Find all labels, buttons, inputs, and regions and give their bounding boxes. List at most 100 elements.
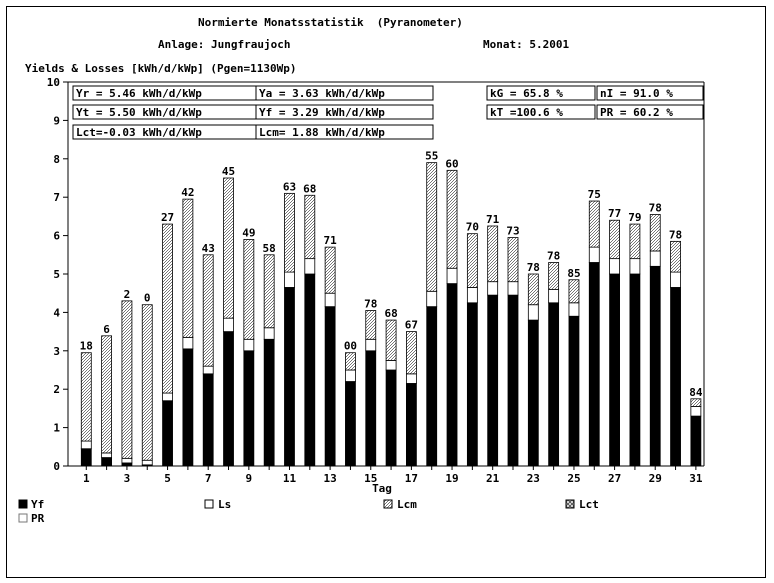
pr-value-label: 78 <box>547 249 560 262</box>
bar-segment-yf <box>202 373 214 467</box>
bar-segment-lcm <box>548 262 560 290</box>
bar-segment-ls <box>527 304 539 321</box>
bar-segment-ls <box>80 440 92 450</box>
bar-segment-ls <box>324 292 336 308</box>
y-tick-label: 1 <box>53 422 60 435</box>
pr-value-label: 0 <box>144 292 151 305</box>
bar-segment-ls <box>385 359 397 371</box>
bar-segment-yf <box>243 350 255 467</box>
bar-segment-lcm <box>345 352 356 371</box>
bar-segment-ls <box>304 258 316 275</box>
bar-segment-lcm <box>182 198 194 338</box>
stats-boxes: Yr = 5.46 kWh/d/kWp Ya = 3.63 kWh/d/kWp … <box>72 85 704 140</box>
bar-segment-ls <box>345 369 356 382</box>
y-tick-label: 6 <box>53 230 60 243</box>
legend-label-ls: Ls <box>218 498 231 511</box>
bar-segment-lcm <box>426 162 438 292</box>
bar-segment-ls <box>649 250 661 267</box>
y-tick-label: 5 <box>53 268 60 281</box>
bar-segment-yf <box>162 400 173 467</box>
bar-segment-yf <box>507 294 519 467</box>
stat-box-kt <box>486 104 596 120</box>
report-frame <box>6 6 766 578</box>
bar-segment-ls <box>466 287 478 304</box>
bar-segment-ls <box>588 246 600 263</box>
bar-segment-yf <box>263 338 275 467</box>
bar-segment-ls <box>263 327 275 340</box>
y-tick-label: 9 <box>53 114 60 127</box>
pr-value-label: 78 <box>669 228 682 241</box>
bar-segment-yf <box>324 306 336 467</box>
legend: Yf Ls Lcm Lct PR <box>18 498 599 525</box>
bar-segment-lcm <box>568 279 580 304</box>
pr-value-label: 6 <box>103 323 110 336</box>
bar-segment-yf <box>426 306 438 467</box>
bar-segment-lcm <box>202 254 214 367</box>
bar-segment-yf <box>80 448 92 467</box>
pr-value-label: 49 <box>242 226 255 239</box>
x-tick-label: 31 <box>689 472 703 485</box>
bar-segment-yf <box>609 273 620 467</box>
plant-name: Anlage: Jungfraujoch <box>158 38 291 51</box>
x-tick-label: 21 <box>486 472 500 485</box>
stat-box-yf <box>255 104 434 120</box>
pr-value-label: 18 <box>80 340 93 353</box>
y-tick-label: 8 <box>53 153 60 166</box>
bar-segment-yf <box>345 381 356 467</box>
pr-value-label: 42 <box>181 186 194 199</box>
y-tick-label: 10 <box>47 76 60 89</box>
pr-value-label: 71 <box>323 234 337 247</box>
y-tick-label: 4 <box>53 306 60 319</box>
bar-segment-ls <box>487 281 499 296</box>
stat-ni: nI = 91.0 % <box>600 87 673 100</box>
pr-value-label: 77 <box>608 207 621 220</box>
legend-swatch-lcm <box>383 499 393 509</box>
bar-segment-lcm <box>446 169 458 269</box>
bar-segment-ls <box>426 290 438 308</box>
x-tick-label: 11 <box>283 472 297 485</box>
x-tick-label: 3 <box>124 472 131 485</box>
pr-value-label: 84 <box>689 386 703 399</box>
report-title: Normierte Monatsstatistik (Pyranometer) <box>198 16 463 29</box>
stat-yr: Yr = 5.46 kWh/d/kWp <box>76 87 202 100</box>
bar-segment-lcm <box>141 304 153 461</box>
bar-segment-ls <box>629 258 641 275</box>
bar-segment-yf <box>446 283 458 467</box>
bar-segment-ls <box>670 271 681 288</box>
pr-value-label: 85 <box>567 267 580 280</box>
stat-box-lcm <box>255 124 434 140</box>
bar-segment-yf <box>670 287 681 467</box>
bar-segment-ls <box>202 365 214 375</box>
legend-label-pr: PR <box>31 512 45 525</box>
bar-segment-yf <box>304 273 316 467</box>
x-tick-label: 7 <box>205 472 212 485</box>
legend-label-lct: Lct <box>579 498 599 511</box>
pr-value-label: 67 <box>405 319 418 332</box>
bar-segment-yf <box>466 302 478 467</box>
legend-swatch-ls <box>204 499 214 509</box>
stat-pr: PR = 60.2 % <box>600 106 673 119</box>
bar-segment-yf <box>568 315 580 467</box>
bar-segment-ls <box>162 392 173 402</box>
bar-segment-yf <box>365 350 377 467</box>
month-label: Monat: 5.2001 <box>483 38 570 51</box>
bar-segment-yf <box>548 302 560 467</box>
bar-segment-lcm <box>121 300 133 459</box>
pr-value-label: 75 <box>588 188 601 201</box>
x-tick-label: 15 <box>364 472 377 485</box>
bar-segment-lcm <box>629 223 641 260</box>
legend-label-lcm: Lcm <box>397 498 417 511</box>
pr-value-label: 73 <box>506 225 519 238</box>
stat-box-pr <box>596 104 704 120</box>
x-tick-label: 9 <box>246 472 253 485</box>
legend-swatch-lct <box>565 499 575 509</box>
x-tick-label: 13 <box>323 472 336 485</box>
y-tick-label: 7 <box>53 191 60 204</box>
bar-segment-ls <box>609 258 620 275</box>
pr-value-label: 43 <box>202 242 215 255</box>
bar-segment-yf <box>527 319 539 467</box>
bar-segment-lcm <box>507 237 519 283</box>
bar-segment-ls <box>548 288 560 304</box>
bar-segment-lcm <box>670 240 681 273</box>
